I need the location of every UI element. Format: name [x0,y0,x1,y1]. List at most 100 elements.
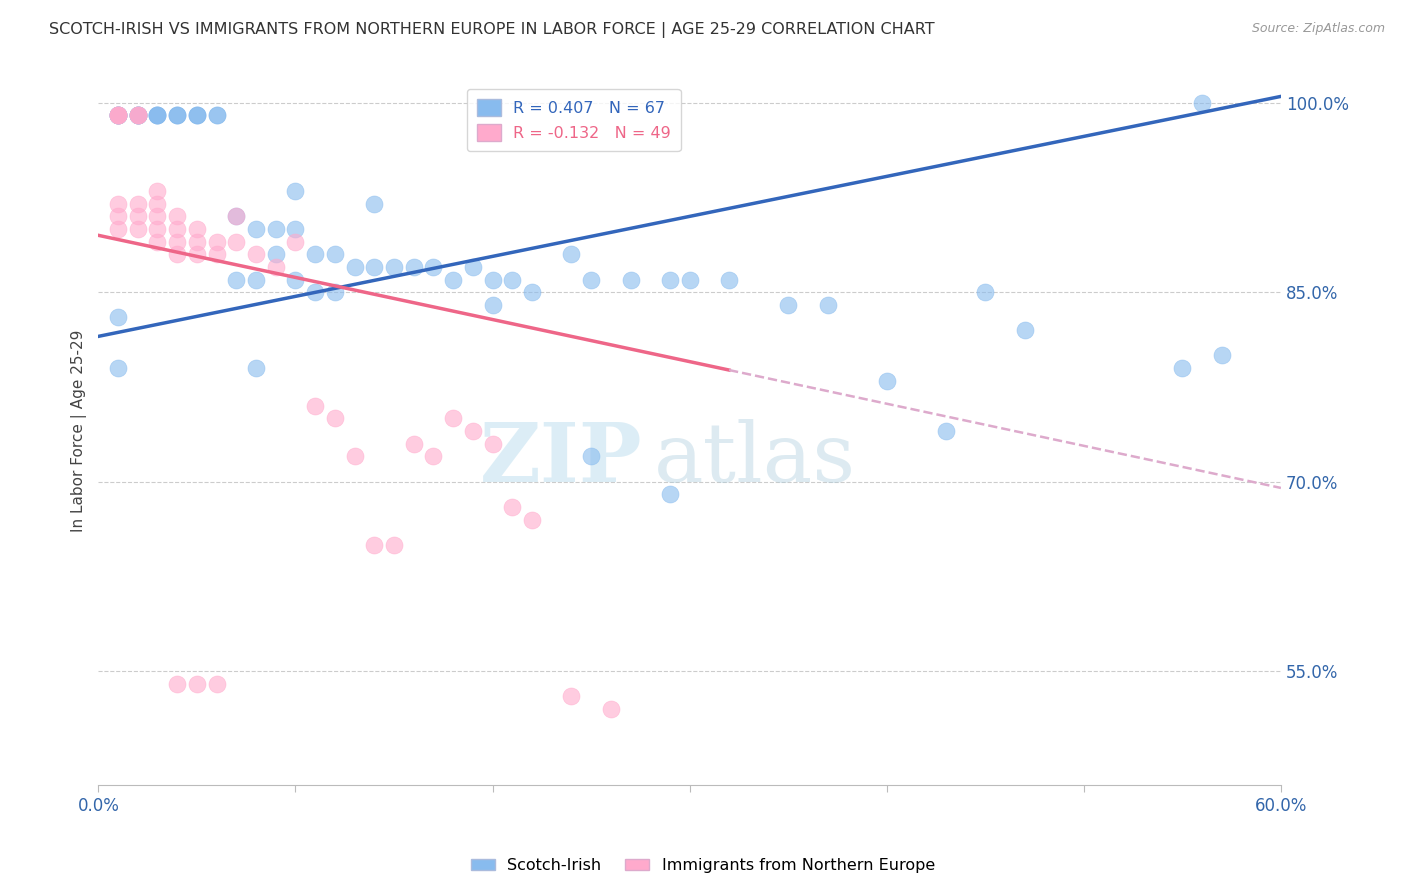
Point [1171,360,1194,375]
Point [422,260,444,274]
Point [166,247,188,261]
Point [107,108,129,122]
Point [481,298,503,312]
Text: atlas: atlas [654,419,856,500]
Text: ZIP: ZIP [479,419,643,500]
Point [146,196,169,211]
Point [461,260,484,274]
Point [284,184,307,198]
Point [876,374,898,388]
Point [146,222,169,236]
Point [619,272,641,286]
Point [107,108,129,122]
Point [107,108,129,122]
Point [245,272,267,286]
Point [107,108,129,122]
Point [225,210,247,224]
Point [107,196,129,211]
Point [382,538,405,552]
Point [245,360,267,375]
Point [166,108,188,122]
Point [363,538,385,552]
Point [441,411,464,425]
Point [166,676,188,690]
Point [245,247,267,261]
Point [107,108,129,122]
Point [127,108,149,122]
Point [363,260,385,274]
Point [402,260,425,274]
Point [935,424,957,438]
Point [679,272,702,286]
Point [186,235,208,249]
Point [461,424,484,438]
Point [817,298,839,312]
Point [127,108,149,122]
Point [107,108,129,122]
Point [205,235,228,249]
Point [560,690,582,704]
Point [658,272,681,286]
Point [1191,95,1213,110]
Point [146,108,169,122]
Point [107,210,129,224]
Point [225,235,247,249]
Point [974,285,997,300]
Point [127,108,149,122]
Point [127,108,149,122]
Point [127,210,149,224]
Point [264,247,287,261]
Point [402,436,425,450]
Point [186,108,208,122]
Point [1211,348,1233,362]
Point [127,108,149,122]
Point [107,310,129,325]
Point [166,108,188,122]
Point [658,487,681,501]
Point [363,196,385,211]
Point [127,222,149,236]
Point [579,272,602,286]
Point [107,360,129,375]
Point [579,450,602,464]
Point [127,108,149,122]
Point [481,436,503,450]
Point [323,285,346,300]
Point [304,285,326,300]
Legend: R = 0.407   N = 67, R = -0.132   N = 49: R = 0.407 N = 67, R = -0.132 N = 49 [467,89,681,151]
Legend: Scotch-Irish, Immigrants from Northern Europe: Scotch-Irish, Immigrants from Northern E… [464,852,942,880]
Point [284,222,307,236]
Point [501,272,523,286]
Point [323,247,346,261]
Point [146,184,169,198]
Point [186,108,208,122]
Point [107,108,129,122]
Point [304,399,326,413]
Point [304,247,326,261]
Point [186,676,208,690]
Point [382,260,405,274]
Point [264,260,287,274]
Point [127,108,149,122]
Point [146,108,169,122]
Point [343,450,366,464]
Point [481,272,503,286]
Point [1014,323,1036,337]
Point [166,210,188,224]
Point [146,108,169,122]
Point [520,285,543,300]
Point [245,222,267,236]
Point [520,512,543,526]
Point [560,247,582,261]
Point [107,108,129,122]
Point [323,411,346,425]
Point [501,500,523,514]
Point [718,272,741,286]
Point [127,196,149,211]
Point [205,247,228,261]
Point [205,676,228,690]
Point [166,108,188,122]
Point [343,260,366,274]
Point [205,108,228,122]
Point [166,235,188,249]
